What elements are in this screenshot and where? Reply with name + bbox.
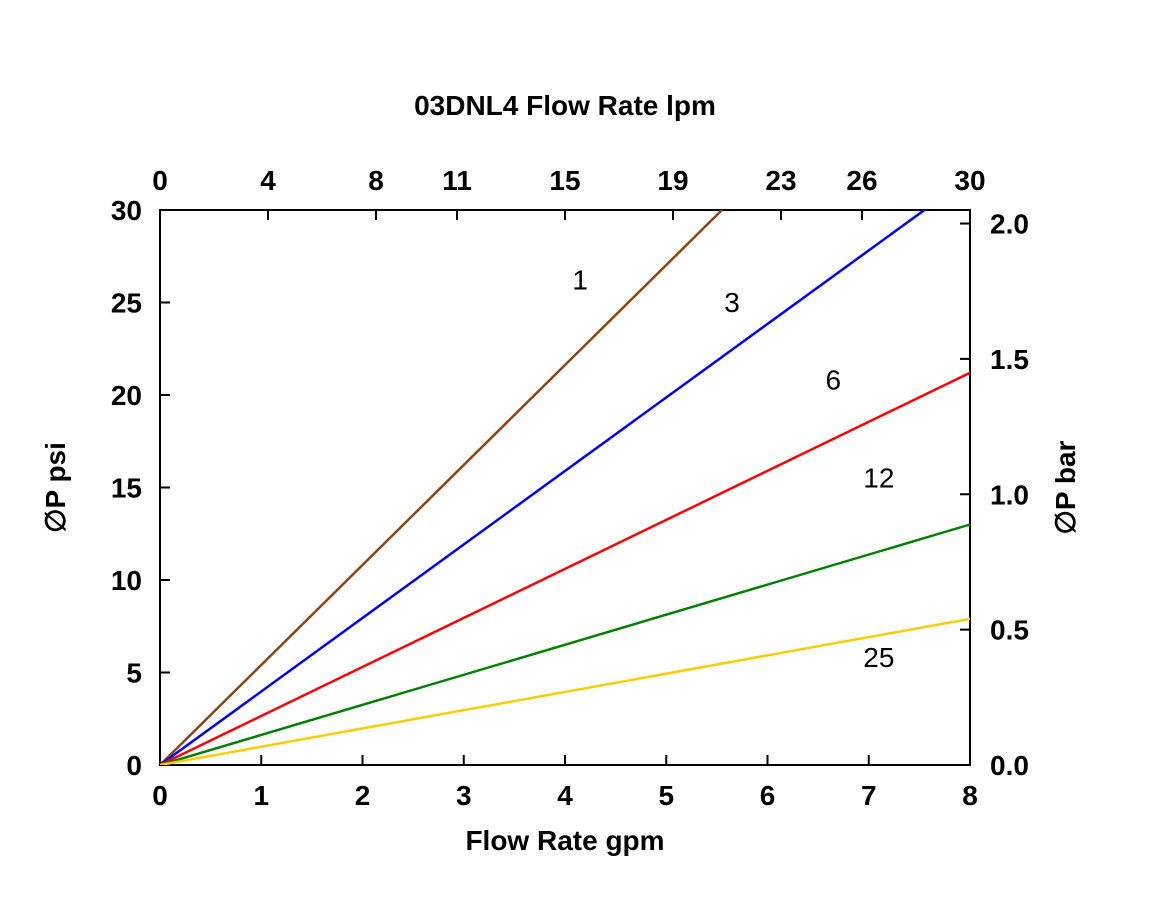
x-bottom-tick-label: 1 — [253, 780, 269, 811]
x-bottom-tick-label: 8 — [962, 780, 978, 811]
x-bottom-tick-label: 4 — [557, 780, 573, 811]
chart-title-top: 03DNL4 Flow Rate lpm — [414, 90, 716, 121]
x-bottom-tick-label: 3 — [456, 780, 472, 811]
series-label-3: 3 — [724, 287, 740, 318]
y-left-tick-label: 10 — [111, 565, 142, 596]
x-top-tick-label: 26 — [846, 165, 877, 196]
series-label-1: 1 — [572, 265, 588, 296]
y-right-axis-label: ∅P bar — [1050, 440, 1081, 534]
series-label-12: 12 — [863, 463, 894, 494]
y-left-tick-label: 0 — [126, 750, 142, 781]
x-top-tick-label: 15 — [549, 165, 580, 196]
y-right-tick-label: 2.0 — [990, 209, 1029, 240]
y-left-tick-label: 5 — [126, 658, 142, 689]
x-top-tick-label: 23 — [765, 165, 796, 196]
x-bottom-axis-label: Flow Rate gpm — [465, 825, 664, 856]
x-bottom-tick-label: 0 — [152, 780, 168, 811]
x-bottom-tick-label: 7 — [861, 780, 877, 811]
x-bottom-tick-label: 2 — [355, 780, 371, 811]
x-top-tick-label: 30 — [954, 165, 985, 196]
x-bottom-tick-label: 6 — [760, 780, 776, 811]
y-right-tick-label: 1.0 — [990, 479, 1029, 510]
y-left-tick-label: 15 — [111, 473, 142, 504]
series-label-6: 6 — [826, 364, 842, 395]
x-top-tick-label: 0 — [152, 165, 168, 196]
y-left-tick-label: 25 — [111, 288, 142, 319]
y-right-tick-label: 1.5 — [990, 344, 1029, 375]
y-left-axis-label: ∅P psi — [40, 442, 71, 533]
y-left-tick-label: 20 — [111, 380, 142, 411]
chart-container: 0123456780481115192326300510152025300.00… — [0, 0, 1164, 904]
y-right-tick-label: 0.5 — [990, 615, 1029, 646]
x-top-tick-label: 4 — [260, 165, 276, 196]
y-right-tick-label: 0.0 — [990, 750, 1029, 781]
x-top-tick-label: 11 — [442, 165, 472, 196]
flow-rate-chart: 0123456780481115192326300510152025300.00… — [0, 0, 1164, 904]
y-left-tick-label: 30 — [111, 195, 142, 226]
series-label-25: 25 — [863, 642, 894, 673]
x-bottom-tick-label: 5 — [658, 780, 674, 811]
x-top-tick-label: 8 — [368, 165, 384, 196]
x-top-tick-label: 19 — [657, 165, 688, 196]
